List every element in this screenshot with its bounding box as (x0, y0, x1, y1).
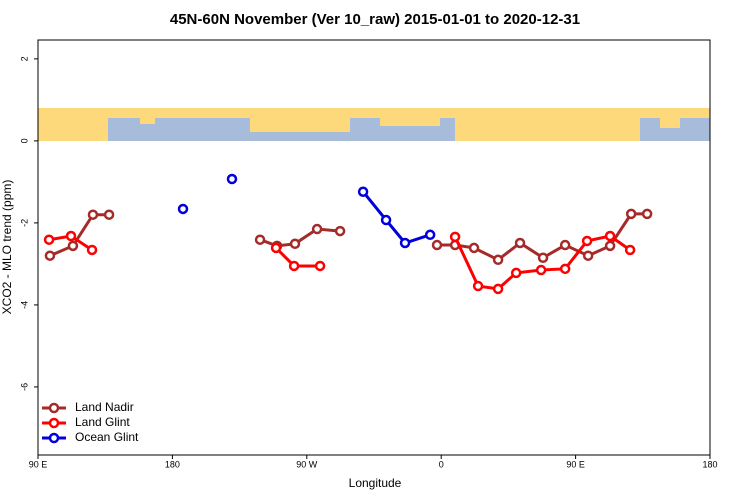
series-marker (582, 250, 594, 261)
series-marker (468, 242, 480, 254)
series-marker (311, 223, 323, 235)
series-marker (535, 264, 547, 276)
series-marker (449, 231, 461, 243)
series-marker (604, 230, 616, 242)
land (660, 118, 680, 128)
series-marker (624, 244, 636, 256)
series-marker (103, 209, 115, 220)
series-marker (510, 267, 522, 279)
x-axis-title: Longitude (349, 476, 402, 490)
chart-title: 45N-60N November (Ver 10_raw) 2015-01-01… (170, 11, 580, 28)
series-marker (87, 209, 99, 220)
x-tick-label: 90 E (29, 459, 48, 469)
y-axis-title: XCO2 - MLO trend (ppm) (0, 180, 14, 315)
series-marker (514, 237, 526, 249)
series-marker (559, 263, 571, 275)
land (38, 108, 710, 118)
series-marker (177, 203, 189, 215)
series-marker (254, 234, 266, 245)
series-marker (604, 240, 616, 252)
series-marker (625, 208, 637, 220)
legend-marker (48, 432, 60, 444)
map-strip (38, 108, 710, 141)
series-marker (86, 244, 98, 256)
series-marker (334, 225, 346, 237)
legend-label: Land Glint (75, 415, 130, 429)
series-marker (424, 229, 436, 241)
series-marker (314, 260, 326, 272)
legend-label: Land Nadir (75, 400, 134, 414)
series-marker (641, 208, 653, 220)
land (250, 118, 350, 132)
x-tick-label: 90 E (566, 459, 585, 469)
x-tick-label: 180 (165, 459, 180, 469)
x-tick-label: 0 (439, 459, 444, 469)
series-marker (288, 260, 300, 272)
legend-marker (48, 417, 60, 429)
land (38, 118, 108, 141)
series-marker (65, 230, 77, 242)
series-marker (380, 214, 392, 226)
series-marker (492, 283, 504, 295)
series-line (49, 213, 110, 258)
series-marker (67, 240, 79, 252)
y-tick-label: -2 (19, 219, 29, 227)
land (140, 118, 155, 124)
series-line (361, 190, 431, 245)
land (380, 118, 440, 126)
series-marker (226, 173, 238, 185)
y-tick-label: -4 (19, 301, 29, 309)
plot-frame (37, 39, 711, 456)
y-tick-label: 0 (19, 138, 29, 143)
series-marker (431, 239, 443, 251)
series-marker (399, 237, 411, 249)
x-tick-label: 180 (702, 459, 717, 469)
series-marker (289, 238, 301, 250)
series-marker (357, 186, 369, 197)
series-marker (581, 235, 593, 247)
series-marker (559, 239, 571, 251)
series-marker (492, 254, 504, 266)
series-marker (43, 234, 55, 245)
legend-marker (48, 402, 60, 414)
land (455, 118, 640, 141)
series-marker (472, 280, 484, 292)
y-tick-label: -6 (19, 383, 29, 391)
series-marker (270, 242, 282, 254)
series-marker (44, 250, 56, 261)
y-tick-label: 2 (19, 56, 29, 61)
legend-label: Ocean Glint (75, 430, 139, 444)
series-marker (537, 252, 549, 264)
x-tick-label: 90 W (296, 459, 318, 469)
